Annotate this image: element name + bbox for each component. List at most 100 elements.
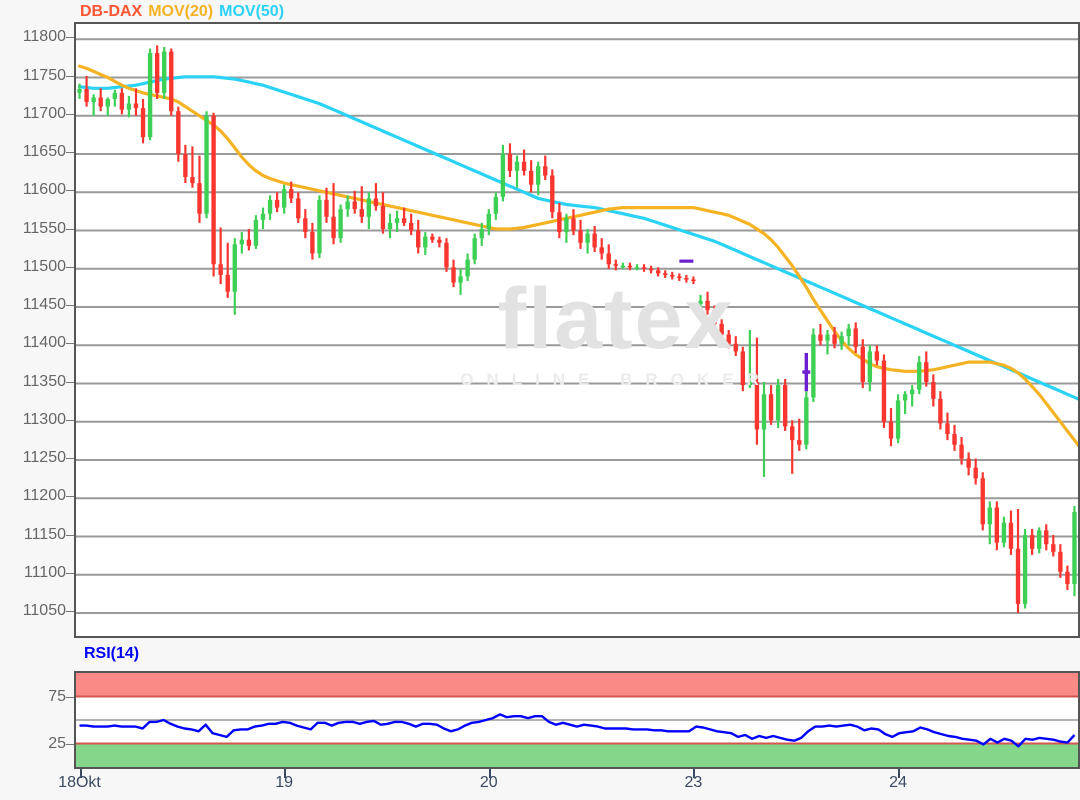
rsi-chart-panel[interactable] <box>74 671 1080 769</box>
candlestick[interactable] <box>366 192 372 230</box>
candlestick[interactable] <box>274 192 280 213</box>
candlestick[interactable] <box>550 169 555 219</box>
legend-ma20[interactable]: MOV(20) <box>148 3 214 20</box>
candlestick[interactable] <box>458 268 463 295</box>
rsi-legend-label[interactable]: RSI(14) <box>84 645 140 662</box>
candlestick[interactable] <box>430 233 435 243</box>
candlestick[interactable] <box>324 187 329 223</box>
candlestick[interactable] <box>465 253 470 282</box>
candlestick[interactable] <box>140 98 146 144</box>
candlestick[interactable] <box>768 385 774 425</box>
candlestick[interactable] <box>190 146 195 188</box>
candlestick[interactable] <box>719 319 724 340</box>
candlestick[interactable] <box>317 195 322 259</box>
candlestick[interactable] <box>1058 544 1063 578</box>
candlestick[interactable] <box>698 294 703 311</box>
candlestick[interactable] <box>712 305 717 330</box>
candlestick[interactable] <box>380 192 386 234</box>
candlestick[interactable] <box>331 183 336 245</box>
candlestick[interactable] <box>606 244 611 269</box>
candlestick[interactable] <box>267 195 273 220</box>
candlestick[interactable] <box>945 412 950 441</box>
candlestick[interactable] <box>479 222 484 246</box>
candlestick[interactable] <box>387 213 393 239</box>
candlestick[interactable] <box>225 242 230 298</box>
candlestick[interactable] <box>881 354 887 428</box>
candlestick[interactable] <box>133 88 139 116</box>
candlestick[interactable] <box>895 394 901 444</box>
candlestick[interactable] <box>338 204 343 243</box>
candlestick[interactable] <box>754 337 760 445</box>
candlestick[interactable] <box>437 236 442 248</box>
candlestick[interactable] <box>91 94 96 116</box>
candlestick[interactable] <box>691 276 696 285</box>
candlestick[interactable] <box>281 184 287 214</box>
candlestick[interactable] <box>77 83 82 99</box>
candlestick[interactable] <box>176 106 181 162</box>
candlestick[interactable] <box>345 195 350 217</box>
candlestick[interactable] <box>373 183 379 211</box>
candlestick[interactable] <box>303 209 308 239</box>
candlestick[interactable] <box>1037 527 1042 554</box>
candlestick[interactable] <box>931 374 936 407</box>
legend-ma50[interactable]: MOV(50) <box>219 3 285 20</box>
candlestick[interactable] <box>1015 509 1021 614</box>
candlestick[interactable] <box>663 270 668 278</box>
candlestick[interactable] <box>578 219 583 249</box>
candlestick[interactable] <box>147 48 153 141</box>
candlestick[interactable] <box>790 420 795 474</box>
candlestick[interactable] <box>634 264 640 271</box>
candlestick[interactable] <box>564 213 569 243</box>
candlestick[interactable] <box>966 452 971 476</box>
candlestick[interactable] <box>775 378 781 428</box>
candlestick[interactable] <box>183 144 188 184</box>
candlestick[interactable] <box>211 112 216 277</box>
candlestick[interactable] <box>994 501 1000 551</box>
candlestick[interactable] <box>105 97 110 116</box>
candlestick[interactable] <box>585 229 590 254</box>
candlestick[interactable] <box>867 345 873 392</box>
candlestick[interactable] <box>239 232 245 254</box>
candlestick[interactable] <box>162 46 167 99</box>
candlestick[interactable] <box>804 391 809 450</box>
candlestick[interactable] <box>839 331 844 350</box>
candlestick[interactable] <box>444 238 449 272</box>
candlestick[interactable] <box>648 265 654 274</box>
candlestick[interactable] <box>1022 528 1028 609</box>
candlestick[interactable] <box>401 207 407 226</box>
candlestick[interactable] <box>627 262 633 271</box>
candlestick[interactable] <box>733 336 738 357</box>
candlestick[interactable] <box>486 209 491 236</box>
candlestick[interactable] <box>599 238 604 260</box>
candlestick[interactable] <box>973 458 978 485</box>
candlestick[interactable] <box>655 267 661 277</box>
candlestick[interactable] <box>154 45 160 99</box>
candlestick[interactable] <box>987 501 992 545</box>
candlestick[interactable] <box>169 48 174 116</box>
candlestick[interactable] <box>726 330 731 349</box>
candlestick[interactable] <box>310 222 315 260</box>
candlestick[interactable] <box>677 273 682 282</box>
candlestick[interactable] <box>1008 510 1014 555</box>
candlestick[interactable] <box>1029 528 1035 555</box>
candlestick[interactable] <box>557 203 562 239</box>
candlestick[interactable] <box>232 238 237 315</box>
candlestick[interactable] <box>818 323 823 346</box>
candlestick[interactable] <box>980 472 985 531</box>
candlestick[interactable] <box>909 385 915 407</box>
candlestick[interactable] <box>289 181 294 204</box>
candlestick[interactable] <box>507 143 513 177</box>
candlestick[interactable] <box>874 345 880 366</box>
candlestick[interactable] <box>98 88 103 112</box>
candlestick[interactable] <box>514 155 520 188</box>
candlestick[interactable] <box>500 144 506 202</box>
candlestick[interactable] <box>472 233 477 265</box>
candlestick[interactable] <box>952 424 957 451</box>
candlestick[interactable] <box>394 210 400 233</box>
candlestick[interactable] <box>684 274 689 283</box>
candlestick[interactable] <box>536 161 541 196</box>
candlestick[interactable] <box>571 209 576 236</box>
candlestick[interactable] <box>197 155 202 223</box>
candlestick[interactable] <box>521 149 527 176</box>
candlestick[interactable] <box>423 232 428 256</box>
